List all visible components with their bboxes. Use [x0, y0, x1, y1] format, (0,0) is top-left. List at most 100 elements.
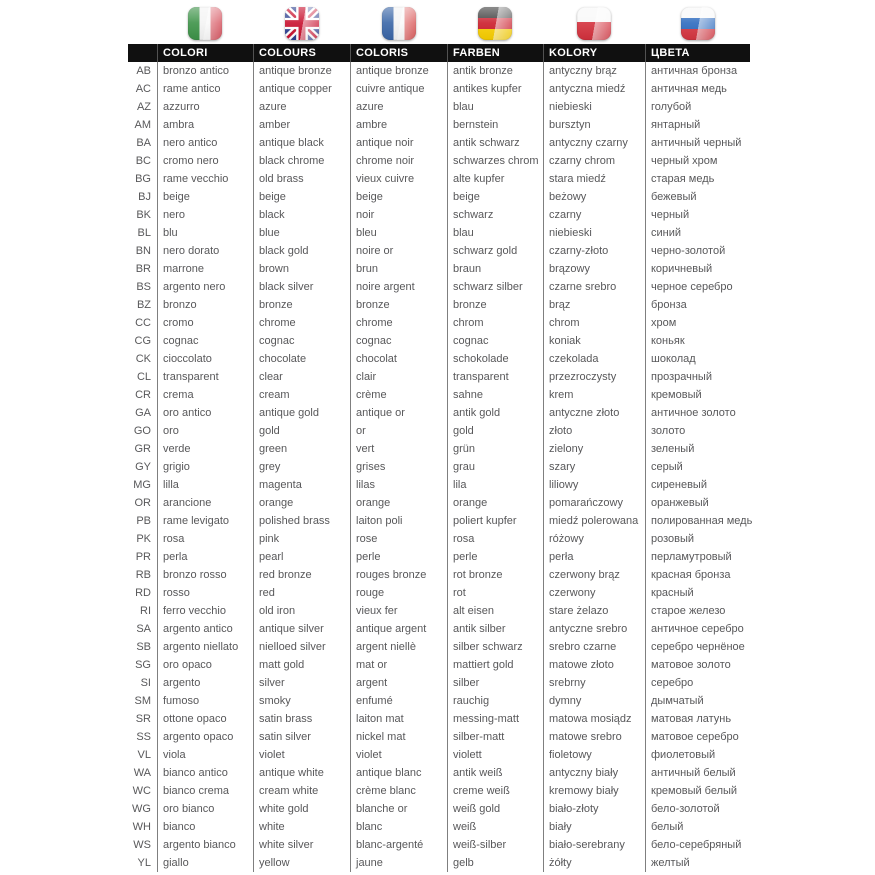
cell-polish: beżowy [543, 188, 645, 206]
table-row: CC cromo chrome chrome chrom chrom хром [128, 314, 750, 332]
cell-english: antique bronze [253, 62, 350, 80]
row-code: RD [135, 587, 151, 599]
cell-french: laiton poli [350, 512, 447, 530]
table-row: GA oro antico antique gold antique or an… [128, 404, 750, 422]
cell-english: antique copper [253, 80, 350, 98]
flags-row [128, 0, 750, 44]
cell-russian: хром [645, 314, 750, 332]
cell-russian: старая медь [645, 170, 750, 188]
cell-italian: bianco antico [157, 764, 253, 782]
cell-german: silber schwarz [447, 638, 543, 656]
cell-russian: кремовый [645, 386, 750, 404]
row-code: OR [134, 497, 152, 509]
cell-polish: matowe srebro [543, 728, 645, 746]
cell-french: beige [350, 188, 447, 206]
cell-english: white [253, 818, 350, 836]
cell-russian: черный хром [645, 152, 750, 170]
russia-flag-icon [680, 7, 715, 40]
cell-french: bronze [350, 296, 447, 314]
table-row: MG lilla magenta lilas lila liliowy сире… [128, 476, 750, 494]
cell-french: clair [350, 368, 447, 386]
cell-italian: bronzo antico [157, 62, 253, 80]
cell-polish: biało-serebrany [543, 836, 645, 854]
cell-french: orange [350, 494, 447, 512]
cell-french: chrome noir [350, 152, 447, 170]
cell-french: argent niellè [350, 638, 447, 656]
table-row: SS argento opaco satin silver nickel mat… [128, 728, 750, 746]
cell-russian: черный [645, 206, 750, 224]
cell-english: silver [253, 674, 350, 692]
cell-italian: bronzo rosso [157, 566, 253, 584]
table-row: WA bianco antico antique white antique b… [128, 764, 750, 782]
cell-italian: bianco crema [157, 782, 253, 800]
cell-french: cognac [350, 332, 447, 350]
cell-english: red bronze [253, 566, 350, 584]
table-row: WH bianco white blanc weiß biały белый [128, 818, 750, 836]
cell-german: schwarz [447, 206, 543, 224]
cell-polish: kremowy biały [543, 782, 645, 800]
table-row: WS argento bianco white silver blanc-arg… [128, 836, 750, 854]
cell-polish: brązowy [543, 260, 645, 278]
cell-polish: stare żelazo [543, 602, 645, 620]
cell-english: smoky [253, 692, 350, 710]
column-header-colours: COLOURS [253, 44, 350, 62]
cell-italian: verde [157, 440, 253, 458]
row-code: BN [135, 245, 151, 257]
table-row: RI ferro vecchio old iron vieux fer alt … [128, 602, 750, 620]
cell-italian: argento nero [157, 278, 253, 296]
cell-french: vieux cuivre [350, 170, 447, 188]
cell-polish: czekolada [543, 350, 645, 368]
cell-english: gold [253, 422, 350, 440]
column-header-coloris: COLORIS [350, 44, 447, 62]
cell-russian: античная медь [645, 80, 750, 98]
table-row: PB rame levigato polished brass laiton p… [128, 512, 752, 530]
cell-german: alt eisen [447, 602, 543, 620]
cell-italian: oro [157, 422, 253, 440]
row-code: BJ [138, 191, 151, 203]
cell-polish: krem [543, 386, 645, 404]
cell-polish: czerwony [543, 584, 645, 602]
column-header-code [128, 44, 157, 62]
table-row: BS argento nero black silver noire argen… [128, 278, 750, 296]
cell-italian: ambra [157, 116, 253, 134]
cell-polish: różowy [543, 530, 645, 548]
cell-italian: rosa [157, 530, 253, 548]
table-row: SG oro opaco matt gold mat or mattiert g… [128, 656, 750, 674]
cell-english: azure [253, 98, 350, 116]
row-code: CG [134, 335, 152, 347]
row-code: SG [135, 659, 151, 671]
cell-polish: czarny [543, 206, 645, 224]
cell-polish: koniak [543, 332, 645, 350]
table-header: COLORI COLOURS COLORIS FARBEN KOLORY ЦВЕ… [128, 44, 750, 62]
cell-russian: матовое серебро [645, 728, 750, 746]
cell-italian: rame vecchio [157, 170, 253, 188]
cell-italian: azzurro [157, 98, 253, 116]
table-row: RD rosso red rouge rot czerwony красный [128, 584, 750, 602]
cell-russian: античное серебро [645, 620, 750, 638]
cell-german: antik silber [447, 620, 543, 638]
cell-french: chrome [350, 314, 447, 332]
cell-russian: белый [645, 818, 750, 836]
cell-french: perle [350, 548, 447, 566]
cell-italian: rame antico [157, 80, 253, 98]
cell-polish: liliowy [543, 476, 645, 494]
cell-italian: oro opaco [157, 656, 253, 674]
cell-polish: antyczny brąz [543, 62, 645, 80]
row-code: SR [135, 713, 151, 725]
cell-polish: antyczny czarny [543, 134, 645, 152]
cell-french: crème blanc [350, 782, 447, 800]
table-row: PR perla pearl perle perle perła перламу… [128, 548, 750, 566]
row-code: SB [136, 641, 151, 653]
cell-polish: szary [543, 458, 645, 476]
cell-russian: античная бронза [645, 62, 750, 80]
cell-english: old brass [253, 170, 350, 188]
cell-french: antique blanc [350, 764, 447, 782]
cell-german: grau [447, 458, 543, 476]
row-code: AZ [136, 101, 151, 113]
cell-german: schwarzes chrom [447, 152, 543, 170]
cell-german: schwarz silber [447, 278, 543, 296]
cell-german: blau [447, 98, 543, 116]
cell-polish: zielony [543, 440, 645, 458]
cell-english: cream [253, 386, 350, 404]
cell-french: vert [350, 440, 447, 458]
